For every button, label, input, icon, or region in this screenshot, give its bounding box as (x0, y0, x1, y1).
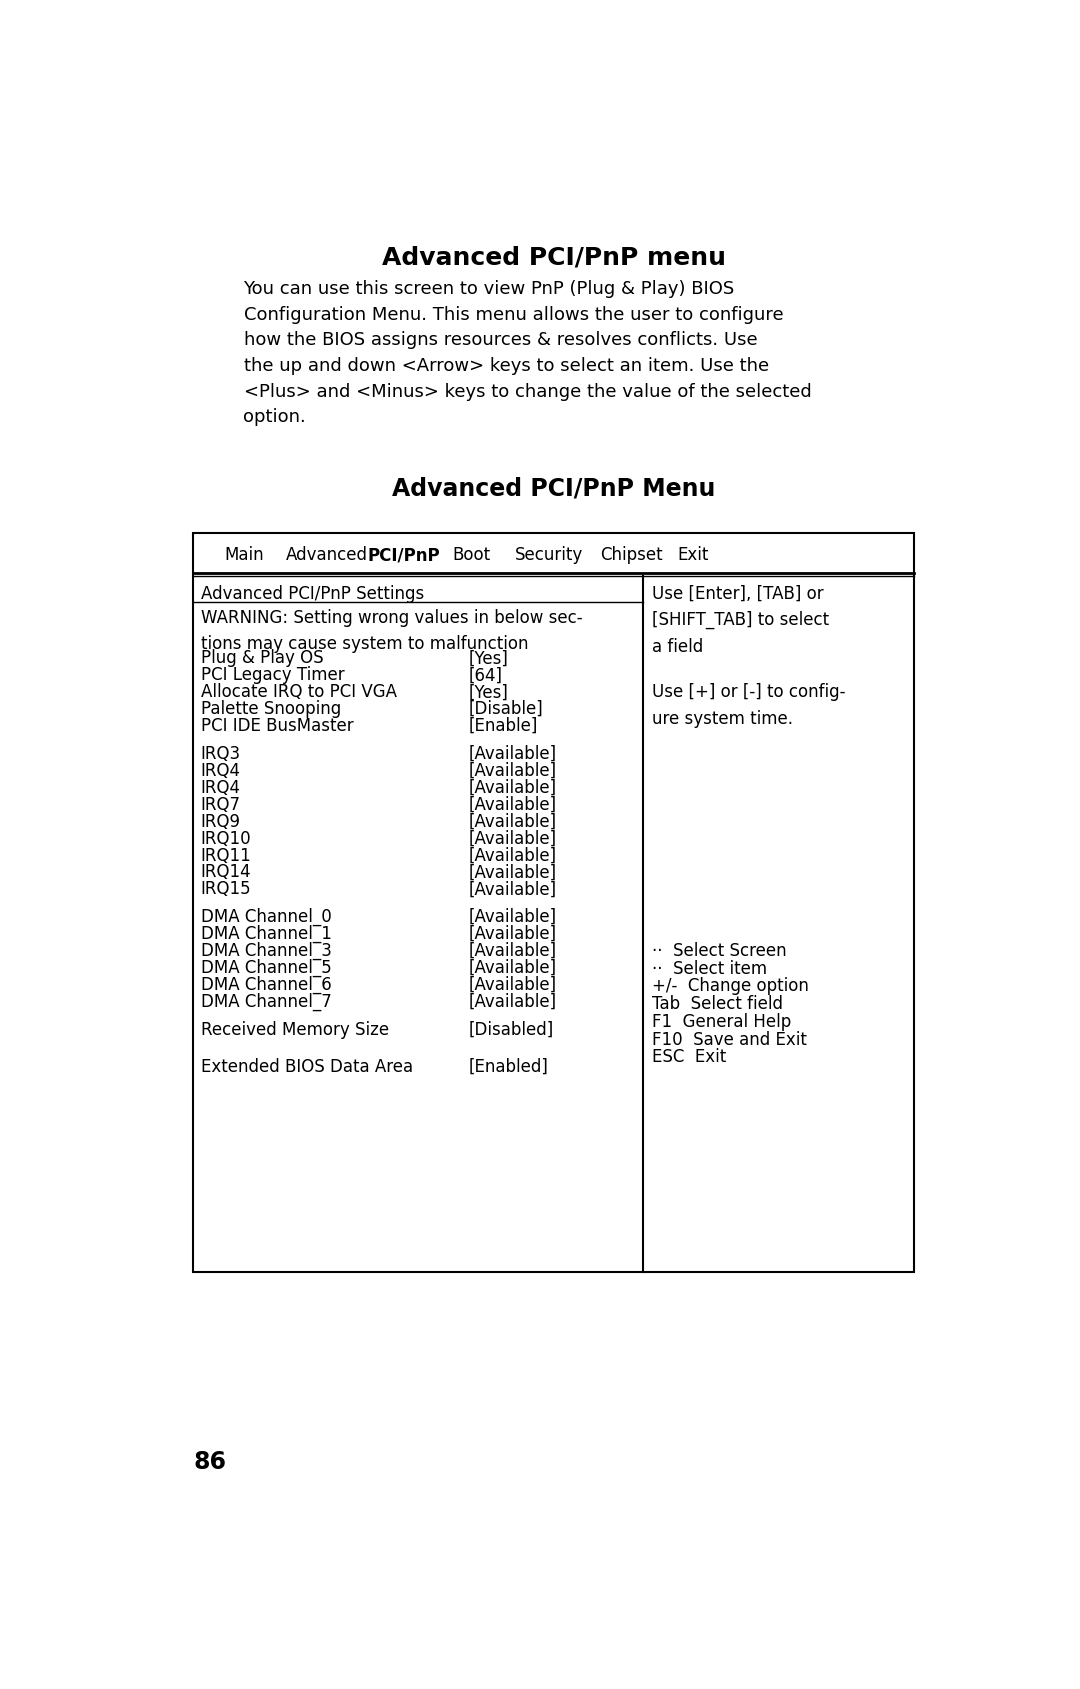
Text: IRQ4: IRQ4 (201, 762, 241, 779)
Text: Advanced PCI/PnP Menu: Advanced PCI/PnP Menu (392, 476, 715, 500)
Text: Chipset: Chipset (600, 546, 663, 564)
Text: DMA Channel_7: DMA Channel_7 (201, 991, 332, 1010)
Text: DMA Channel_6: DMA Channel_6 (201, 975, 332, 993)
Text: [Available]: [Available] (469, 958, 556, 976)
Text: Main: Main (225, 546, 264, 564)
Text: DMA Channel_3: DMA Channel_3 (201, 941, 332, 959)
Text: Use [+] or [-] to config-
ure system time.: Use [+] or [-] to config- ure system tim… (652, 682, 846, 728)
Text: [64]: [64] (469, 665, 502, 684)
Text: Received Memory Size: Received Memory Size (201, 1020, 389, 1039)
Text: DMA Channel_5: DMA Channel_5 (201, 958, 332, 976)
Text: [Available]: [Available] (469, 796, 556, 812)
Text: [Available]: [Available] (469, 846, 556, 865)
Text: Palette Snooping: Palette Snooping (201, 699, 341, 718)
Text: [Available]: [Available] (469, 941, 556, 959)
Bar (193, 534, 914, 1272)
Text: ESC  Exit: ESC Exit (652, 1047, 726, 1066)
Text: [Available]: [Available] (469, 812, 556, 831)
Text: [Yes]: [Yes] (469, 682, 508, 701)
Text: DMA Channel_1: DMA Channel_1 (201, 924, 332, 942)
Text: DMA Channel_0: DMA Channel_0 (201, 907, 332, 926)
Text: +/-  Change option: +/- Change option (652, 976, 809, 995)
Text: Exit: Exit (677, 546, 708, 564)
Text: [Available]: [Available] (469, 907, 556, 926)
Text: Security: Security (515, 546, 583, 564)
Text: Advanced PCI/PnP Settings: Advanced PCI/PnP Settings (201, 584, 424, 603)
Text: [Available]: [Available] (469, 745, 556, 762)
Text: IRQ15: IRQ15 (201, 880, 252, 899)
Text: Boot: Boot (453, 546, 491, 564)
Text: F10  Save and Exit: F10 Save and Exit (652, 1030, 807, 1047)
Text: Plug & Play OS: Plug & Play OS (201, 649, 324, 667)
Text: [Available]: [Available] (469, 880, 556, 899)
Text: ··  Select item: ·· Select item (652, 959, 767, 978)
Text: Use [Enter], [TAB] or
[SHIFT_TAB] to select
a field: Use [Enter], [TAB] or [SHIFT_TAB] to sel… (652, 584, 829, 655)
Text: ··  Select Screen: ·· Select Screen (652, 941, 786, 959)
Text: [Available]: [Available] (469, 829, 556, 848)
Text: PCI/PnP: PCI/PnP (367, 546, 441, 564)
Text: Advanced: Advanced (286, 546, 368, 564)
Text: WARNING: Setting wrong values in below sec-
tions may cause system to malfunctio: WARNING: Setting wrong values in below s… (201, 610, 582, 652)
Text: IRQ11: IRQ11 (201, 846, 252, 865)
Text: You can use this screen to view PnP (Plug & Play) BIOS
Configuration Menu. This : You can use this screen to view PnP (Plu… (243, 280, 811, 426)
Text: [Enabled]: [Enabled] (469, 1057, 549, 1074)
Text: Allocate IRQ to PCI VGA: Allocate IRQ to PCI VGA (201, 682, 396, 701)
Text: [Available]: [Available] (469, 779, 556, 796)
Text: [Available]: [Available] (469, 991, 556, 1010)
Text: 86: 86 (193, 1449, 226, 1473)
Text: Tab  Select field: Tab Select field (652, 995, 783, 1012)
Text: IRQ7: IRQ7 (201, 796, 241, 812)
Text: [Enable]: [Enable] (469, 716, 538, 735)
Text: PCI Legacy Timer: PCI Legacy Timer (201, 665, 345, 684)
Text: Extended BIOS Data Area: Extended BIOS Data Area (201, 1057, 413, 1074)
Text: [Available]: [Available] (469, 863, 556, 882)
Text: [Disabled]: [Disabled] (469, 1020, 554, 1039)
Text: F1  General Help: F1 General Help (652, 1012, 792, 1030)
Text: IRQ4: IRQ4 (201, 779, 241, 796)
Text: [Disable]: [Disable] (469, 699, 543, 718)
Text: IRQ9: IRQ9 (201, 812, 241, 831)
Text: IRQ14: IRQ14 (201, 863, 252, 882)
Text: Advanced PCI/PnP menu: Advanced PCI/PnP menu (381, 245, 726, 269)
Text: [Yes]: [Yes] (469, 649, 508, 667)
Text: [Available]: [Available] (469, 762, 556, 779)
Text: [Available]: [Available] (469, 975, 556, 993)
Text: IRQ3: IRQ3 (201, 745, 241, 762)
Text: IRQ10: IRQ10 (201, 829, 252, 848)
Text: PCI IDE BusMaster: PCI IDE BusMaster (201, 716, 353, 735)
Text: [Available]: [Available] (469, 924, 556, 942)
